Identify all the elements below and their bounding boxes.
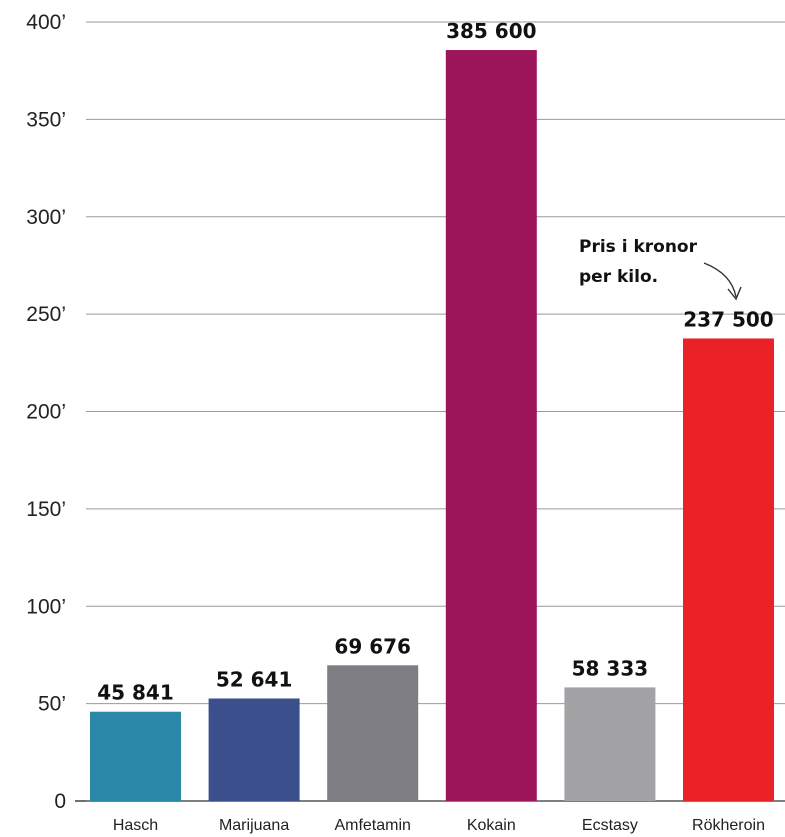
y-tick-label: 50’	[38, 693, 66, 716]
bar-hasch	[90, 711, 181, 801]
category-label: Ecstasy	[582, 817, 638, 834]
annotation-arrow-icon	[703, 262, 737, 298]
category-label: Amfetamin	[334, 817, 410, 834]
value-labels: 45 841 52 641 69 676 385 600 58 333 237 500	[97, 19, 774, 705]
annotation-line-1: Pris i kronor	[579, 237, 698, 257]
annotation-arrowhead-icon	[727, 286, 742, 301]
y-tick-label: 400’	[26, 11, 66, 34]
bar-amfetamin	[327, 665, 419, 801]
y-axis-ticks: 0 50’ 100’ 150’ 200’ 250’ 300’ 350’ 400’	[26, 11, 66, 813]
category-label: Hasch	[113, 817, 158, 834]
bar-ecstasy	[564, 687, 656, 801]
category-label: Kokain	[467, 817, 516, 834]
y-tick-label: 200’	[26, 401, 66, 424]
value-label: 237 500	[683, 307, 773, 331]
y-tick-label: 100’	[26, 595, 66, 618]
y-tick-label: 0	[54, 790, 66, 813]
category-label: Marijuana	[219, 817, 289, 834]
value-label: 385 600	[446, 19, 536, 43]
y-tick-label: 150’	[26, 498, 66, 521]
bar-rökheroin	[683, 338, 774, 801]
gridlines	[75, 21, 785, 802]
value-label: 58 333	[572, 656, 649, 680]
bars	[90, 50, 774, 801]
value-label: 52 641	[216, 667, 293, 691]
annotation-line-2: per kilo.	[579, 267, 658, 287]
y-tick-label: 300’	[26, 206, 66, 229]
y-tick-label: 250’	[26, 303, 66, 326]
value-label: 69 676	[334, 634, 411, 658]
value-label: 45 841	[97, 681, 174, 705]
y-tick-label: 350’	[26, 108, 66, 131]
category-labels: Hasch Marijuana Amfetamin Kokain Ecstasy Rökh…	[113, 817, 765, 834]
category-label: Rökheroin	[692, 817, 765, 834]
bar-marijuana	[208, 698, 300, 801]
bar-kokain	[445, 50, 537, 801]
annotation: Pris i kronor per kilo.	[579, 237, 742, 301]
